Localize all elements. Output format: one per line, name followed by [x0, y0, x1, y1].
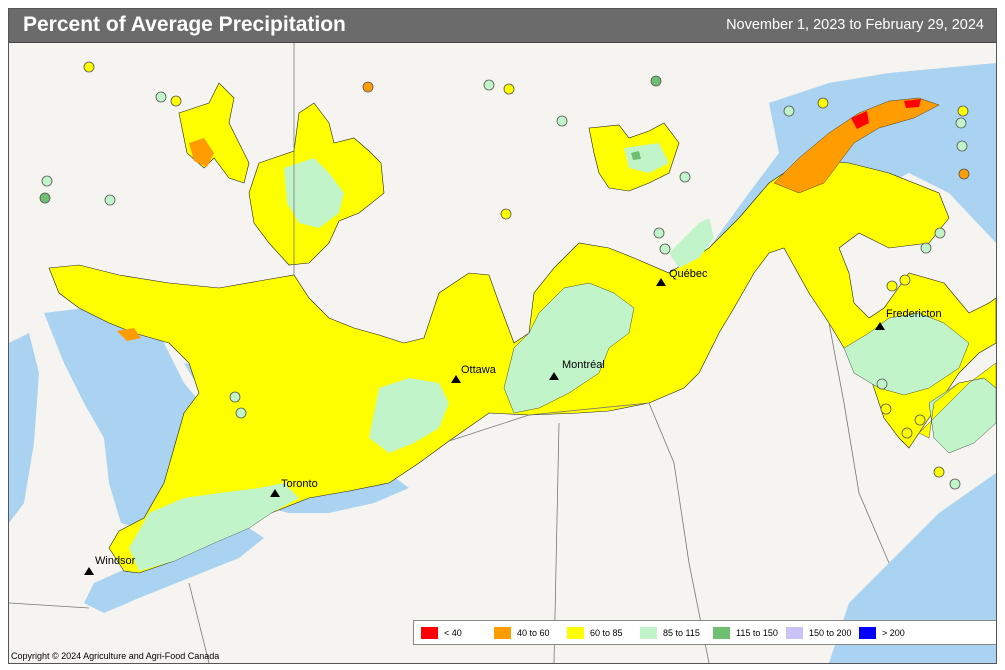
- legend-swatch: [494, 626, 511, 639]
- legend-swatch: [786, 626, 803, 639]
- zone-40-60-nw-lobe: [189, 138, 214, 167]
- zone-85-115-north-ontario: [284, 158, 344, 228]
- zone-85-115-n-quebec: [624, 143, 669, 173]
- city-toronto[interactable]: Toronto: [270, 478, 318, 497]
- legend-item: 115 to 150: [706, 626, 779, 639]
- legend-label: > 200: [882, 627, 905, 638]
- city-quebec[interactable]: Québec: [656, 268, 708, 286]
- map-title: Percent of Average Precipitation: [23, 13, 346, 36]
- legend-label: < 40: [444, 627, 462, 638]
- zone-40-60-bruce: [117, 328, 141, 341]
- legend-label: 60 to 85: [590, 627, 623, 638]
- zone-85-115-montreal: [503, 282, 635, 414]
- lake-huron: [44, 305, 209, 528]
- zone-lt40-gaspe: [851, 111, 869, 129]
- city-label-windsor: Windsor: [95, 555, 136, 567]
- lake-michigan: [9, 333, 39, 523]
- city-windsor[interactable]: Windsor: [84, 555, 136, 575]
- legend-swatch: [713, 626, 730, 639]
- legend-item: 40 to 60: [487, 626, 560, 639]
- date-range: November 1, 2023 to February 29, 2024: [726, 17, 984, 33]
- city-fredericton[interactable]: Fredericton: [875, 308, 942, 330]
- legend-label: 115 to 150: [736, 627, 778, 638]
- map-frame: Percent of Average Precipitation Novembe…: [8, 8, 997, 664]
- city-markers: Québec Ottawa Montréal Toronto Windsor F…: [84, 268, 942, 575]
- zone-85-115-south-shore: [669, 218, 714, 268]
- city-ottawa[interactable]: Ottawa: [451, 364, 497, 383]
- legend-item: 150 to 200: [779, 626, 852, 639]
- boundaries: [9, 43, 890, 663]
- legend-item: > 200: [852, 626, 925, 639]
- city-label-fredericton: Fredericton: [886, 308, 942, 320]
- city-montreal[interactable]: Montréal: [549, 359, 605, 380]
- legend-item: 85 to 115: [633, 626, 706, 639]
- legend-swatch: [640, 626, 657, 639]
- title-bar: Percent of Average Precipitation Novembe…: [9, 9, 996, 43]
- legend-label: 85 to 115: [663, 627, 700, 638]
- copyright: Copyright © 2024 Agriculture and Agri-Fo…: [11, 651, 220, 661]
- zone-115-150-spot: [631, 151, 641, 160]
- zone-60-85-ns-coast: [918, 362, 996, 439]
- legend-swatch: [421, 626, 438, 639]
- zone-lt40-gaspe-tip: [904, 99, 921, 108]
- legend: < 40 40 to 60 60 to 85 85 to 115 115 to 150 1…: [413, 620, 996, 645]
- legend-item: < 40: [414, 626, 487, 639]
- city-label-ottawa: Ottawa: [461, 364, 497, 376]
- city-label-quebec: Québec: [669, 268, 708, 280]
- zone-85-115-new-brunswick: [843, 312, 970, 396]
- legend-swatch: [567, 626, 584, 639]
- zone-40-60-gaspe: [773, 97, 940, 194]
- city-label-montreal: Montréal: [562, 359, 605, 371]
- zone-85-115-sw-ontario: [129, 483, 299, 571]
- legend-swatch: [859, 626, 876, 639]
- legend-label: 40 to 60: [517, 627, 550, 638]
- legend-item: 60 to 85: [560, 626, 633, 639]
- city-label-toronto: Toronto: [281, 478, 318, 490]
- station-dots: [39, 61, 970, 490]
- legend-label: 150 to 200: [809, 627, 852, 638]
- precip-zones: [48, 82, 996, 574]
- zone-85-115-east-ontario: [369, 378, 449, 453]
- lake-erie: [84, 528, 264, 613]
- precipitation-map[interactable]: Québec Ottawa Montréal Toronto Windsor F…: [9, 43, 996, 663]
- atlantic-ocean: [829, 473, 996, 663]
